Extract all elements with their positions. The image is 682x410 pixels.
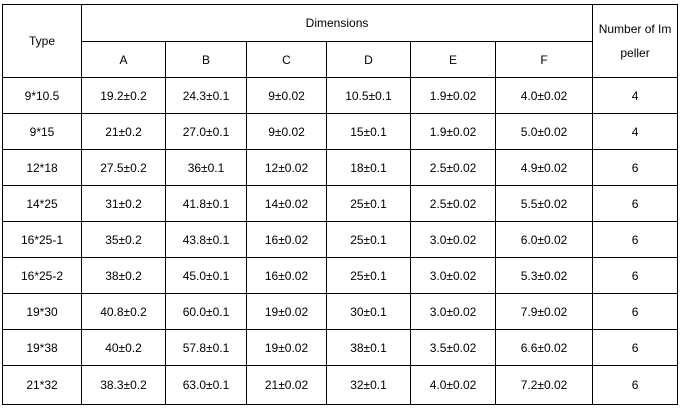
table-cell: 38±0.1: [326, 329, 411, 366]
table-cell: 5.0±0.02: [494, 113, 594, 150]
table-cell: 38.3±0.2: [81, 365, 166, 405]
table-cell: 21±0.02: [246, 365, 327, 405]
table-cell: 27.5±0.2: [81, 149, 166, 186]
table-cell: 14*25: [2, 185, 82, 222]
table-cell: 25±0.1: [326, 221, 411, 258]
table-cell: 40±0.2: [81, 329, 166, 366]
table-cell: 60.0±0.1: [165, 293, 247, 330]
header-cell: Dimensions: [80, 4, 594, 42]
table-cell: 2.5±0.02: [410, 149, 496, 186]
table-cell: 9*15: [2, 113, 82, 150]
table-row: 14*25 31±0.2 41.8±0.1 14±0.02 25±0.1 2.5±0.02…: [2, 185, 679, 222]
table-cell: 2.5±0.02: [410, 185, 496, 222]
table-row: 19*30 40.8±0.2 60.0±0.1 19±0.02 30±0.1 3.0±0.…: [2, 293, 679, 330]
header-cell: B: [165, 41, 247, 78]
table-cell: 25±0.1: [326, 257, 411, 294]
table-cell: 32±0.1: [326, 365, 411, 405]
table-cell: 4.9±0.02: [494, 149, 594, 186]
table-cell: 7.2±0.02: [494, 365, 594, 405]
table-cell: 7.9±0.02: [494, 293, 594, 330]
table-cell: 4: [592, 77, 679, 114]
table-cell: 27.0±0.1: [165, 113, 247, 150]
header-row: Type Dimensions Number of Impeller: [2, 4, 679, 78]
table-cell: 21±0.2: [81, 113, 166, 150]
table-cell: 6: [592, 185, 679, 222]
table-cell: 30±0.1: [326, 293, 411, 330]
table-cell: 57.8±0.1: [165, 329, 247, 366]
table-cell: 4.0±0.02: [410, 365, 496, 405]
table-cell: 3.5±0.02: [410, 329, 496, 366]
table-cell: 6: [592, 293, 679, 330]
table-cell: 40.8±0.2: [81, 293, 166, 330]
table-cell: 6.0±0.02: [494, 221, 594, 258]
table-cell: 16±0.02: [246, 221, 327, 258]
table-row: 9*10.5 19.2±0.2 24.3±0.1 9±0.02 10.5±0.1 1.9±…: [2, 77, 679, 114]
table-cell: 19*30: [2, 293, 82, 330]
table-cell: 4: [592, 113, 679, 150]
table-cell: 25±0.1: [326, 185, 411, 222]
table-cell: 38±0.2: [81, 257, 166, 294]
table-cell: 19*38: [2, 329, 82, 366]
table-cell: 63.0±0.1: [165, 365, 247, 405]
table-cell: 6: [592, 149, 679, 186]
table-cell: 1.9±0.02: [410, 113, 496, 150]
table-cell: 19±0.02: [246, 293, 327, 330]
table-cell: 35±0.2: [81, 221, 166, 258]
table-cell: 19.2±0.2: [81, 77, 166, 114]
table-cell: 6: [592, 221, 679, 258]
table-body: 9*10.5 19.2±0.2 24.3±0.1 9±0.02 10.5±0.1 1.9±…: [2, 77, 679, 405]
header-cell: D: [326, 41, 411, 78]
table-row: 12*18 27.5±0.2 36±0.1 12±0.02 18±0.1 2.5±0.02…: [2, 149, 679, 186]
table-cell: 16±0.02: [246, 257, 327, 294]
table-cell: 16*25-1: [2, 221, 82, 258]
table-cell: 12±0.02: [246, 149, 327, 186]
table-cell: 15±0.1: [326, 113, 411, 150]
table-cell: 9*10.5: [2, 77, 82, 114]
table-cell: 1.9±0.02: [410, 77, 496, 114]
header-cell: C: [246, 41, 327, 78]
table-cell: 6.6±0.02: [494, 329, 594, 366]
table-cell: 12*18: [2, 149, 82, 186]
table-row: 9*15 21±0.2 27.0±0.1 9±0.02 15±0.1 1.9±0.02 5.…: [2, 113, 679, 150]
table-cell: 6: [592, 329, 679, 366]
table-cell: 21*32: [2, 365, 82, 405]
table-cell: 5.3±0.02: [494, 257, 594, 294]
table-cell: 18±0.1: [326, 149, 411, 186]
header-cell: Number of Impeller: [592, 4, 679, 78]
table-cell: 24.3±0.1: [165, 77, 247, 114]
table-cell: 3.0±0.02: [410, 293, 496, 330]
table-cell: 31±0.2: [81, 185, 166, 222]
table-cell: 43.8±0.1: [165, 221, 247, 258]
table-cell: 4.0±0.02: [494, 77, 594, 114]
table-row: 21*32 38.3±0.2 63.0±0.1 21±0.02 32±0.1 4.0±0.…: [2, 365, 679, 405]
table-cell: 16*25-2: [2, 257, 82, 294]
table-cell: 36±0.1: [165, 149, 247, 186]
table-cell: 19±0.02: [246, 329, 327, 366]
table-cell: 3.0±0.02: [410, 221, 496, 258]
table-cell: 5.5±0.02: [494, 185, 594, 222]
table-cell: 6: [592, 257, 679, 294]
table-cell: 9±0.02: [246, 77, 327, 114]
table-cell: 6: [592, 365, 679, 405]
table-cell: 9±0.02: [246, 113, 327, 150]
table-cell: 41.8±0.1: [165, 185, 247, 222]
table-row: 16*25-2 38±0.2 45.0±0.1 16±0.02 25±0.1 3.0±0.…: [2, 257, 679, 294]
table-row: 19*38 40±0.2 57.8±0.1 19±0.02 38±0.1 3.5±0.02…: [2, 329, 679, 366]
table-cell: 45.0±0.1: [165, 257, 247, 294]
table-cell: 3.0±0.02: [410, 257, 496, 294]
table-row: 16*25-1 35±0.2 43.8±0.1 16±0.02 25±0.1 3.0±0.…: [2, 221, 679, 258]
header-cell: Type: [2, 4, 82, 78]
header-cell: E: [410, 41, 496, 78]
header-cell: F: [494, 41, 594, 78]
table-cell: 10.5±0.1: [326, 77, 411, 114]
table-cell: 14±0.02: [246, 185, 327, 222]
header-cell: A: [81, 41, 166, 78]
